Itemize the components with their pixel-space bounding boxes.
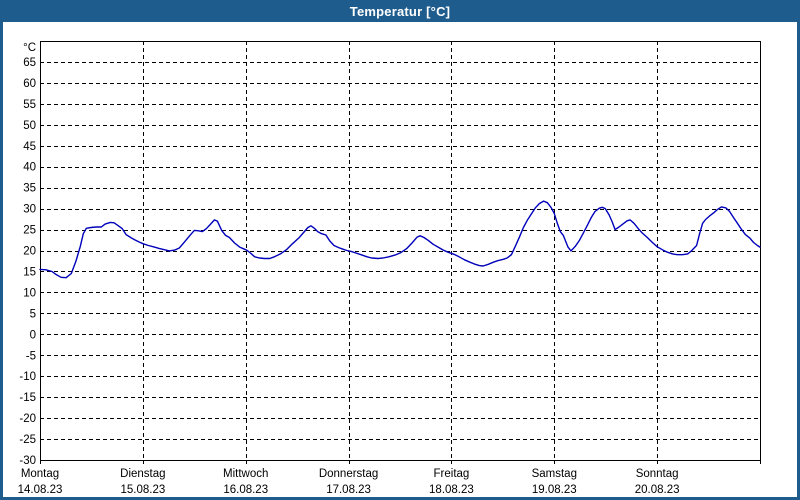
x-day-name-label: Donnerstag bbox=[319, 468, 378, 480]
plot-border bbox=[40, 41, 761, 461]
x-day-name-label: Samstag bbox=[532, 468, 577, 480]
y-tick-label: -20 bbox=[19, 413, 36, 425]
x-day-date-label: 15.08.23 bbox=[120, 484, 165, 496]
y-tick-label: -5 bbox=[26, 350, 36, 362]
y-tick-label: 50 bbox=[23, 120, 36, 132]
y-tick-label: 25 bbox=[23, 225, 36, 237]
y-tick-label: 20 bbox=[23, 246, 36, 258]
y-tick-label: 60 bbox=[23, 78, 36, 90]
temperature-series-line bbox=[39, 200, 761, 279]
y-tick-label: -10 bbox=[19, 371, 36, 383]
x-day-date-label: 20.08.23 bbox=[635, 484, 680, 496]
x-day-date-label: 14.08.23 bbox=[18, 484, 63, 496]
x-day-date-label: 16.08.23 bbox=[223, 484, 268, 496]
y-tick-label: 35 bbox=[23, 183, 36, 195]
y-tick-label: -30 bbox=[19, 455, 36, 467]
x-day-date-label: 17.08.23 bbox=[326, 484, 371, 496]
x-day-name-label: Sonntag bbox=[636, 468, 679, 480]
x-day-name-label: Freitag bbox=[434, 468, 470, 480]
x-day-name-label: Dienstag bbox=[120, 468, 165, 480]
x-day-name-label: Mittwoch bbox=[223, 468, 268, 480]
x-day-date-label: 19.08.23 bbox=[532, 484, 577, 496]
y-axis-unit-label: °C bbox=[23, 42, 36, 54]
y-tick-label: -25 bbox=[19, 434, 36, 446]
window-titlebar: Temperatur [°C] bbox=[0, 0, 800, 22]
y-tick-label: 30 bbox=[23, 204, 36, 216]
y-tick-label: 5 bbox=[30, 308, 36, 320]
y-tick-label: 40 bbox=[23, 162, 36, 174]
x-day-name-label: Montag bbox=[21, 468, 59, 480]
y-tick-label: -15 bbox=[19, 392, 36, 404]
y-tick-label: 15 bbox=[23, 266, 36, 278]
y-tick-label: 55 bbox=[23, 99, 36, 111]
x-day-date-label: 18.08.23 bbox=[429, 484, 474, 496]
y-tick-label: 10 bbox=[23, 287, 36, 299]
y-tick-label: 0 bbox=[30, 329, 36, 341]
y-tick-label: 65 bbox=[23, 57, 36, 69]
y-tick-label: 45 bbox=[23, 141, 36, 153]
window-title: Temperatur [°C] bbox=[349, 3, 451, 19]
